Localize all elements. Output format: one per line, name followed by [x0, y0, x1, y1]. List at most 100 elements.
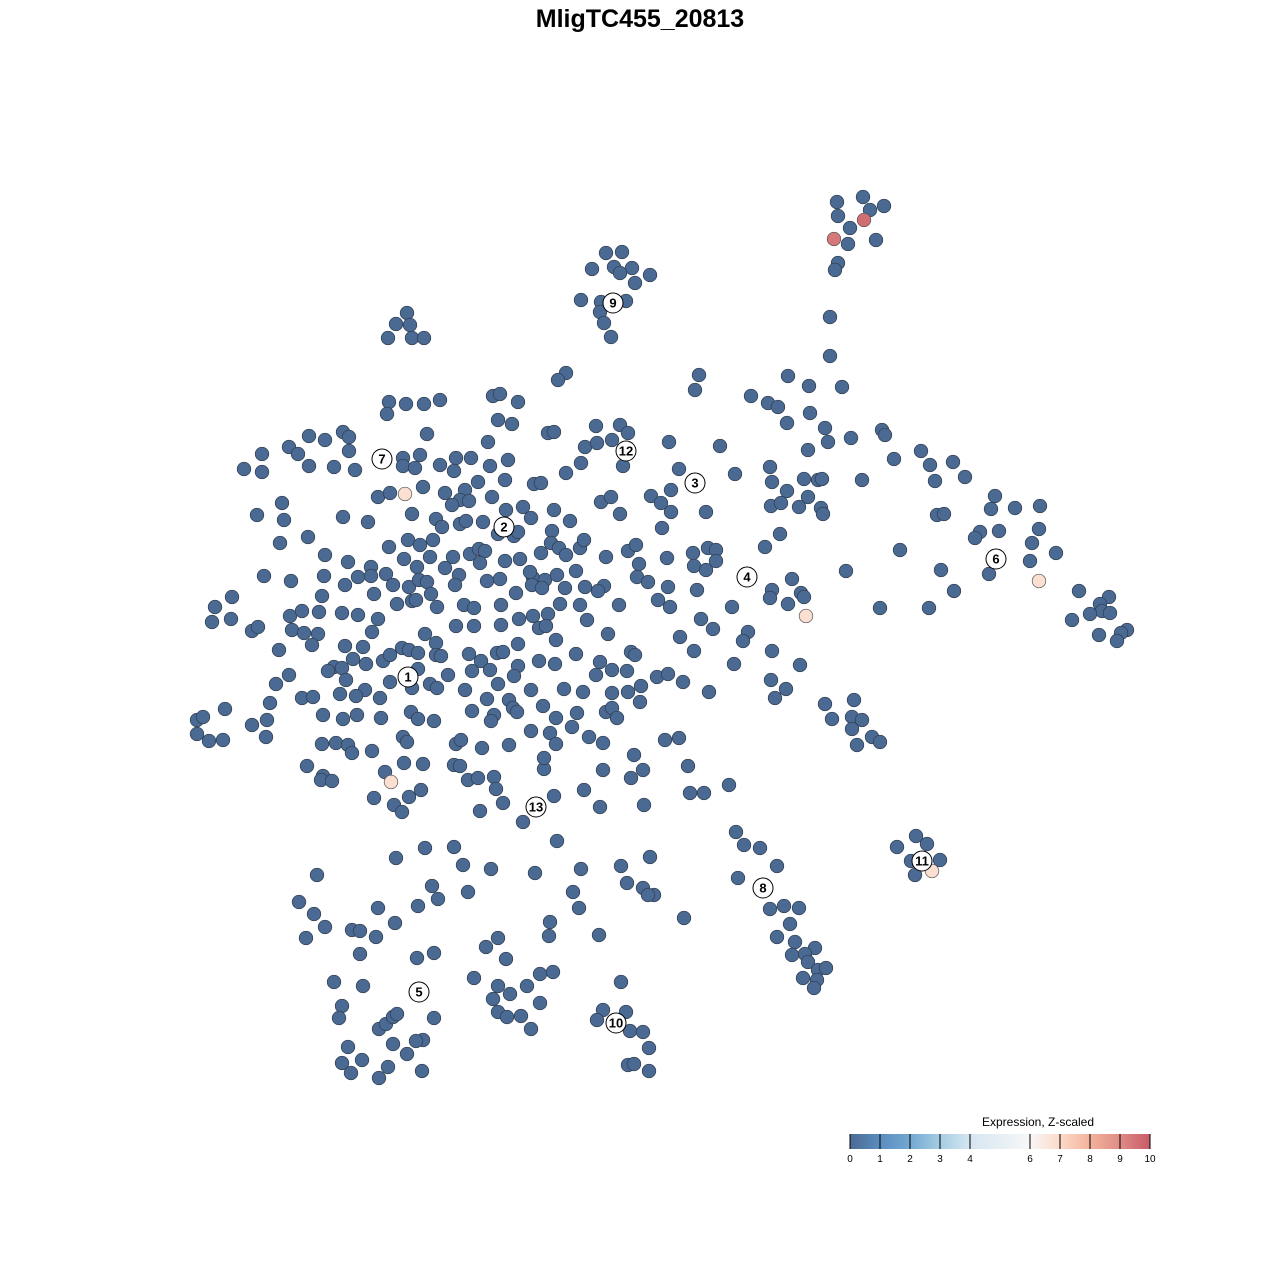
data-point	[335, 509, 351, 525]
data-point	[510, 394, 526, 410]
data-point	[780, 368, 796, 384]
data-point	[536, 750, 552, 766]
data-point	[534, 580, 550, 596]
data-point	[575, 684, 591, 700]
data-point	[433, 648, 449, 664]
data-point	[389, 596, 405, 612]
data-point	[410, 711, 426, 727]
data-point	[244, 717, 260, 733]
data-point	[422, 549, 438, 565]
data-point	[262, 695, 278, 711]
data-point	[437, 485, 453, 501]
data-point	[426, 1010, 442, 1026]
data-point	[299, 758, 315, 774]
data-point	[795, 970, 811, 986]
data-point	[936, 506, 952, 522]
data-point	[624, 260, 640, 276]
data-point	[576, 532, 592, 548]
cluster-label-badge	[602, 292, 624, 314]
data-point	[394, 804, 410, 820]
data-point	[614, 244, 630, 260]
data-point	[388, 850, 404, 866]
data-point	[256, 568, 272, 584]
data-point	[791, 900, 807, 916]
data-point	[416, 330, 432, 346]
data-point-expressed	[397, 486, 413, 502]
cluster-label-badge	[605, 1012, 627, 1034]
data-point	[290, 446, 306, 462]
data-point	[779, 415, 795, 431]
data-point	[291, 894, 307, 910]
data-point	[415, 479, 431, 495]
data-point	[595, 735, 611, 751]
data-point	[432, 457, 448, 473]
data-point	[483, 713, 499, 729]
data-point	[632, 694, 648, 710]
data-point	[448, 618, 464, 634]
data-point	[389, 1006, 405, 1022]
data-point	[510, 636, 526, 652]
data-point	[892, 542, 908, 558]
data-point	[201, 733, 217, 749]
data-point	[426, 713, 442, 729]
data-point	[598, 245, 614, 261]
data-point	[730, 870, 746, 886]
cluster-label-badge	[371, 448, 393, 470]
data-point	[382, 674, 398, 690]
data-point	[486, 769, 502, 785]
cluster-label-text: 1	[404, 670, 411, 685]
data-point	[268, 676, 284, 692]
data-point	[470, 474, 486, 490]
data-point	[1022, 553, 1038, 569]
data-point	[309, 867, 325, 883]
data-point	[782, 916, 798, 932]
data-point	[276, 512, 292, 528]
data-point-expressed	[383, 774, 399, 790]
data-point	[654, 520, 670, 536]
data-point	[769, 858, 785, 874]
data-point	[872, 734, 888, 750]
data-point	[298, 930, 314, 946]
data-point	[399, 1046, 415, 1062]
data-point	[1048, 545, 1064, 561]
data-point	[355, 639, 371, 655]
data-point	[764, 643, 780, 659]
data-point	[509, 704, 525, 720]
data-point	[511, 611, 527, 627]
data-point	[545, 964, 561, 980]
data-point	[542, 914, 558, 930]
data-point	[381, 539, 397, 555]
data-point	[328, 735, 344, 751]
data-point	[573, 861, 589, 877]
data-point	[568, 563, 584, 579]
data-point	[493, 617, 509, 633]
data-point-expressed	[856, 212, 872, 228]
data-point	[326, 459, 342, 475]
data-point	[657, 732, 673, 748]
data-point	[627, 275, 643, 291]
cluster-label: 7	[371, 448, 393, 470]
data-point	[533, 545, 549, 561]
data-point	[358, 656, 374, 672]
data-point	[370, 611, 386, 627]
data-point	[886, 451, 902, 467]
data-point	[437, 560, 453, 576]
data-point	[274, 495, 290, 511]
data-point	[596, 315, 612, 331]
cluster-label: 5	[408, 981, 430, 1003]
data-point	[482, 662, 498, 678]
data-point	[283, 573, 299, 589]
data-point	[764, 474, 780, 490]
data-point	[712, 438, 728, 454]
data-point	[868, 232, 884, 248]
data-point	[461, 493, 477, 509]
data-point	[434, 519, 450, 535]
data-point	[705, 621, 721, 637]
data-point	[541, 928, 557, 944]
data-point	[800, 489, 816, 505]
data-point	[407, 460, 423, 476]
data-point	[576, 782, 592, 798]
data-point	[311, 604, 327, 620]
data-point	[523, 682, 539, 698]
